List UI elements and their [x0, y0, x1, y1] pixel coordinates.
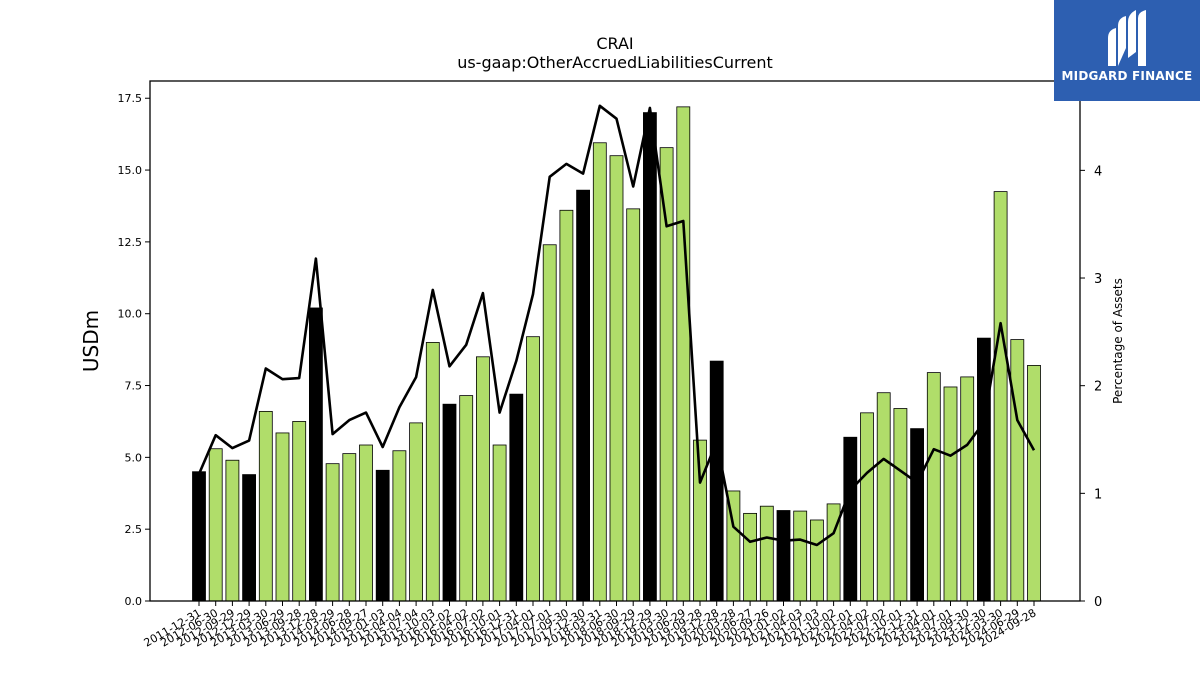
- y2-tick-label: 3: [1094, 272, 1102, 287]
- bar: [442, 403, 457, 602]
- bar: [292, 421, 307, 602]
- bar: [542, 244, 557, 602]
- bar: [626, 208, 641, 602]
- bar: [359, 444, 373, 602]
- bar: [559, 209, 574, 602]
- y-tick-label: 0.0: [125, 595, 143, 608]
- y-tick-label: 10.0: [118, 308, 143, 321]
- midgard-logo-icon: [1108, 10, 1146, 66]
- bar: [492, 444, 507, 602]
- bar: [409, 422, 424, 602]
- bar: [459, 395, 474, 602]
- bar: [676, 106, 691, 602]
- chart-title: CRAI: [596, 34, 633, 53]
- bar: [876, 392, 891, 602]
- bar: [743, 512, 757, 602]
- bar-series: [192, 106, 1041, 602]
- bar: [776, 510, 791, 602]
- bar: [793, 510, 808, 602]
- bar: [1027, 365, 1041, 602]
- bar: [659, 147, 674, 602]
- right-axis-label: Percentage of Assets: [1111, 278, 1125, 404]
- bar: [392, 450, 407, 602]
- bar: [576, 189, 590, 602]
- bar: [943, 386, 958, 602]
- bar: [609, 155, 624, 602]
- right-axis-ticks: 0 1 2 3 4: [1080, 164, 1102, 610]
- y2-tick-label: 2: [1094, 380, 1102, 395]
- y-axis-label: USDm: [79, 310, 103, 372]
- bar: [709, 360, 724, 602]
- bar: [843, 436, 858, 602]
- y-tick-label: 15.0: [118, 164, 143, 177]
- y-tick-label: 2.5: [125, 523, 143, 536]
- bar: [526, 336, 540, 602]
- bar: [325, 463, 340, 602]
- bar: [258, 410, 273, 602]
- y-tick-label: 12.5: [118, 236, 143, 249]
- bar: [208, 448, 223, 602]
- bar: [225, 459, 240, 602]
- bar: [910, 428, 924, 602]
- y2-tick-label: 1: [1094, 487, 1102, 502]
- bar: [893, 408, 908, 602]
- y-tick-label: 17.5: [118, 92, 143, 105]
- bar: [242, 474, 257, 602]
- bar: [275, 432, 290, 602]
- bar: [643, 112, 657, 602]
- logo-text: MIDGARD FINANCE: [1061, 69, 1193, 83]
- y2-tick-label: 0: [1094, 595, 1102, 610]
- brand-logo: MIDGARD FINANCE: [1054, 0, 1200, 101]
- bar: [759, 505, 774, 602]
- bar: [960, 376, 975, 602]
- bar: [926, 372, 941, 602]
- bar: [308, 307, 323, 602]
- bar: [993, 191, 1008, 602]
- bar: [509, 393, 524, 602]
- y-tick-label: 5.0: [125, 451, 143, 464]
- x-axis-ticks: 2011-12-312012-06-302012-09-292012-12-29…: [142, 601, 1039, 650]
- bar: [475, 356, 490, 602]
- bar: [1010, 339, 1025, 602]
- left-axis-ticks: 0.0 2.5 5.0 7.5 10.0 12.5 15.0 17.5: [118, 92, 150, 608]
- bar: [977, 337, 991, 602]
- percentage-line-series: [197, 104, 1036, 547]
- bar: [860, 412, 874, 602]
- percentage-line: [197, 104, 1036, 547]
- plot-frame: [149, 80, 1081, 602]
- bar: [192, 471, 206, 602]
- chart-subtitle: us-gaap:OtherAccruedLiabilitiesCurrent: [457, 53, 773, 72]
- bar: [592, 142, 607, 602]
- y2-tick-label: 4: [1094, 164, 1102, 179]
- y-tick-label: 7.5: [125, 380, 143, 393]
- bar: [342, 453, 357, 602]
- bar: [425, 342, 440, 602]
- bar: [375, 469, 390, 602]
- bar: [810, 519, 824, 602]
